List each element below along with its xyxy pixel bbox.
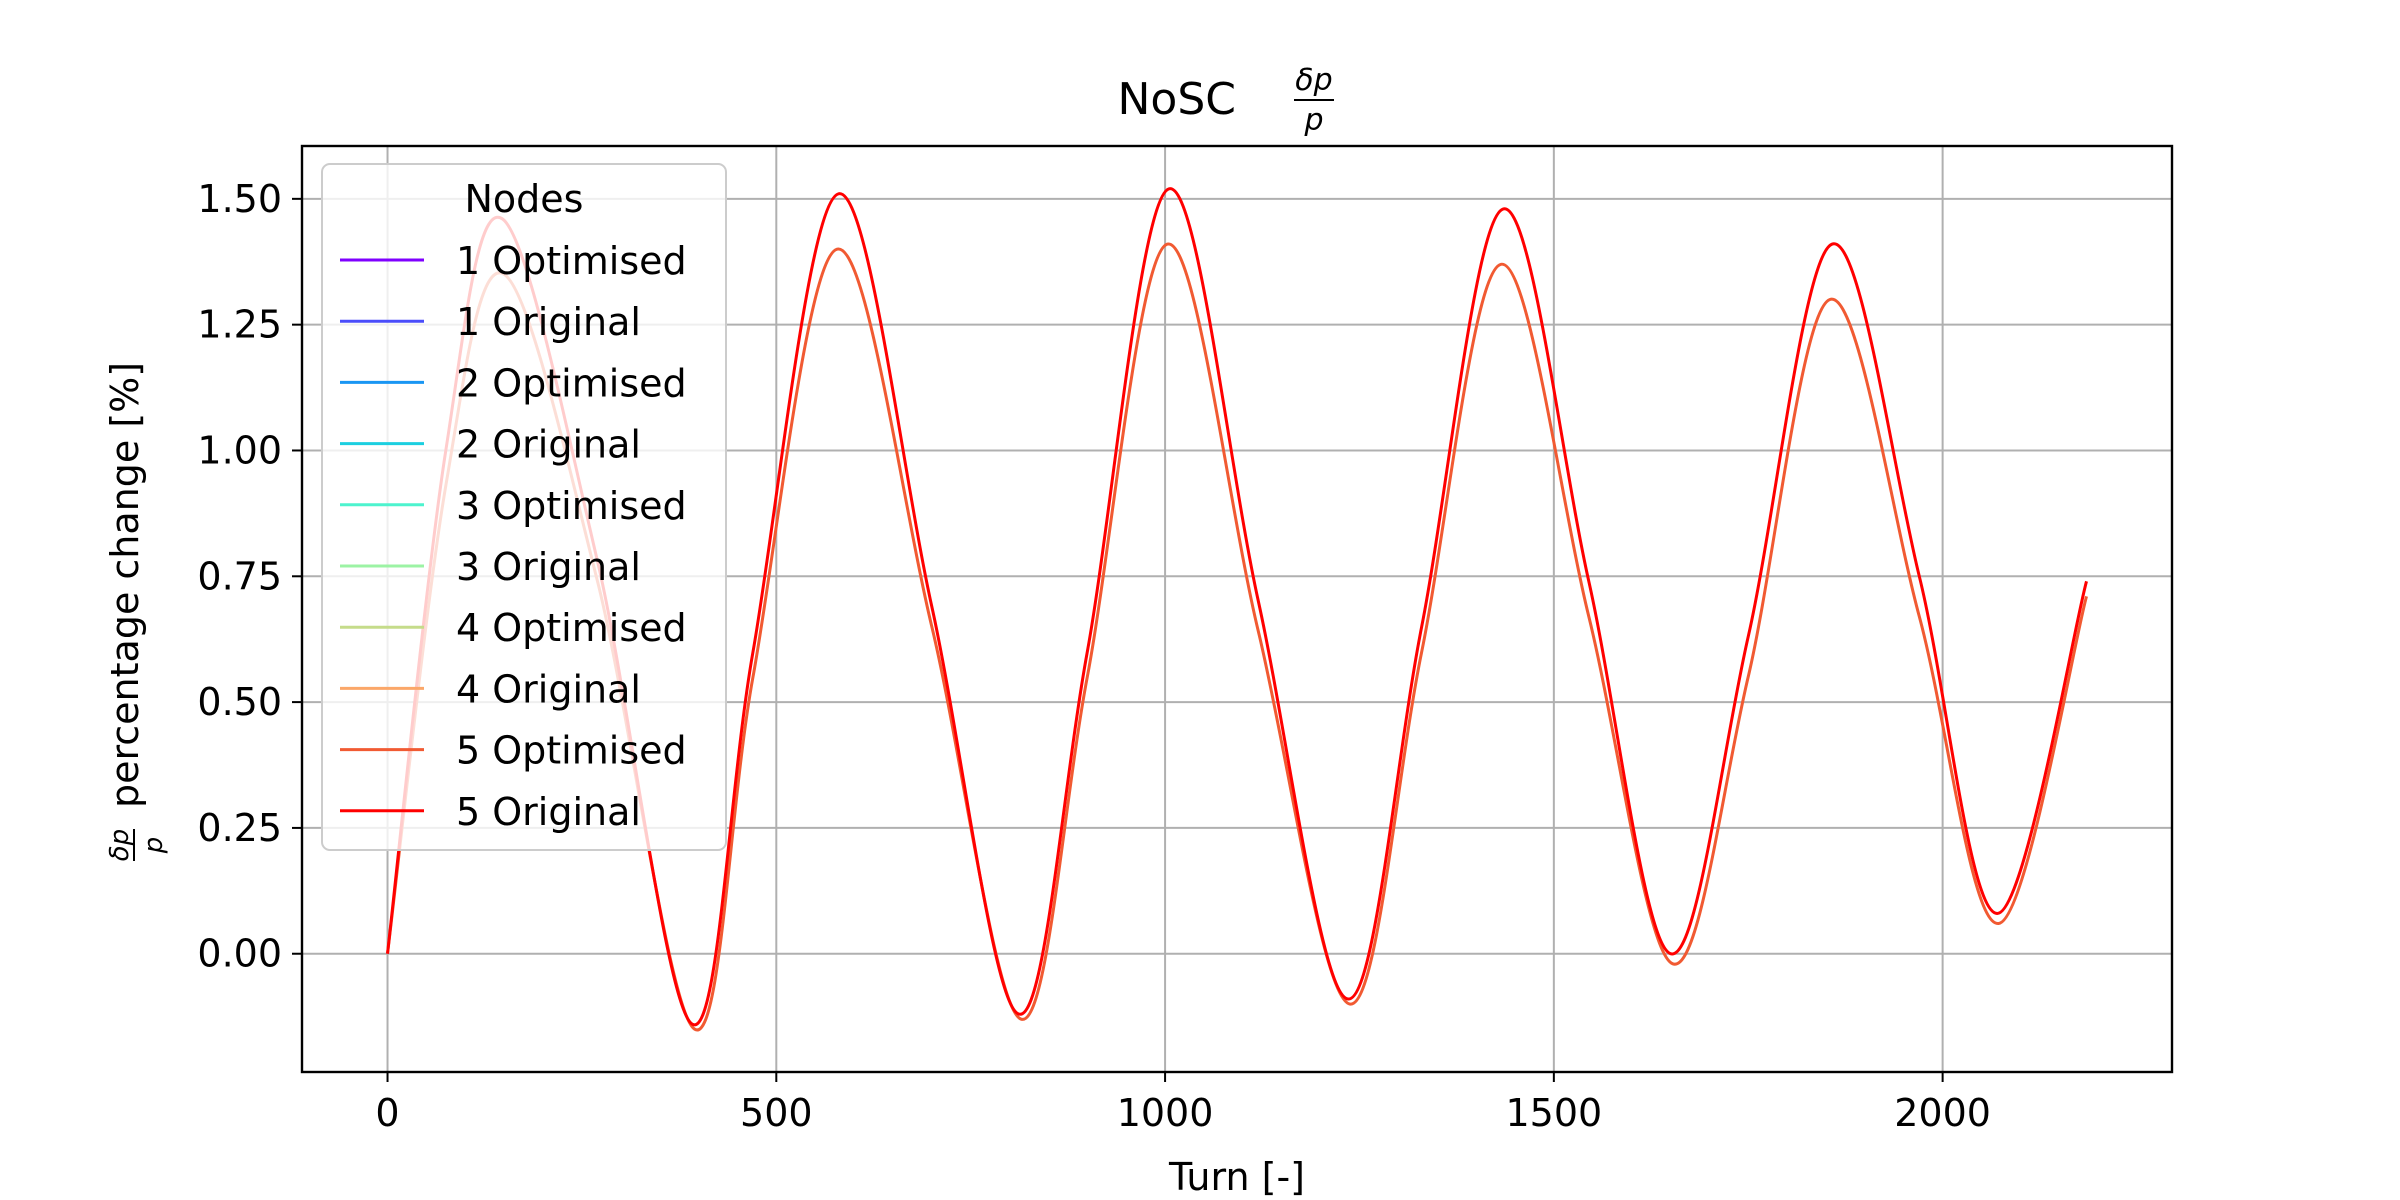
legend-label-4-optimised: 4 Optimised (456, 606, 687, 650)
chart-title: NoSC δp p (1118, 63, 1334, 138)
series-lines (386, 187, 2088, 1032)
series-line-5-original (386, 187, 2088, 1027)
y-axis-label: δp p percentage change [%] (103, 362, 169, 861)
legend-entries: 1 Optimised 1 Original 2 Optimised 2 Origin… (340, 239, 687, 834)
x-tick-label: 1000 (1117, 1091, 1214, 1135)
y-tick-label: 1.50 (197, 177, 282, 221)
x-tick-label: 1500 (1505, 1091, 1602, 1135)
legend-label-4-original: 4 Original (456, 667, 641, 711)
legend-label-5-optimised: 5 Optimised (456, 729, 687, 773)
legend-label-1-original: 1 Original (456, 300, 641, 344)
legend-label-3-optimised: 3 Optimised (456, 484, 687, 528)
y-axis-ticks: 0.00 0.25 0.50 0.75 1.00 1.25 1.50 (197, 177, 302, 976)
y-tick-label: 1.25 (197, 303, 282, 347)
y-tick-label: 0.25 (197, 806, 282, 850)
legend-label-1-optimised: 1 Optimised (456, 239, 687, 283)
x-tick-label: 2000 (1894, 1091, 1991, 1135)
y-tick-label: 0.50 (197, 680, 282, 724)
chart-title-fraction-denominator: p (1303, 103, 1323, 138)
y-tick-label: 0.75 (197, 554, 282, 598)
legend: Nodes 1 Optimised 1 Original 2 Optimised 2 … (321, 163, 727, 851)
legend-label-5-original: 5 Original (456, 790, 641, 834)
y-tick-label: 1.00 (197, 428, 282, 472)
y-axis-label-fraction-numerator: δp (105, 829, 135, 861)
y-tick-label: 0.00 (197, 932, 282, 976)
chart-title-text: NoSC (1118, 74, 1237, 125)
x-axis-label: Turn [-] (1168, 1155, 1305, 1199)
legend-box (321, 163, 727, 851)
legend-title: Nodes (465, 177, 584, 221)
x-tick-label: 0 (375, 1091, 399, 1135)
axes-frame (300, 144, 2174, 1074)
x-axis-ticks: 0 500 1000 1500 2000 (375, 1072, 1991, 1135)
chart-title-fraction-numerator: δp (1295, 63, 1332, 98)
x-tick-label: 500 (740, 1091, 813, 1135)
legend-label-2-original: 2 Original (456, 423, 641, 467)
legend-label-2-optimised: 2 Optimised (456, 361, 687, 405)
legend-label-3-original: 3 Original (456, 545, 641, 589)
y-axis-label-text: percentage change [%] (103, 362, 147, 808)
y-axis-label-fraction-denominator: p (139, 837, 169, 855)
